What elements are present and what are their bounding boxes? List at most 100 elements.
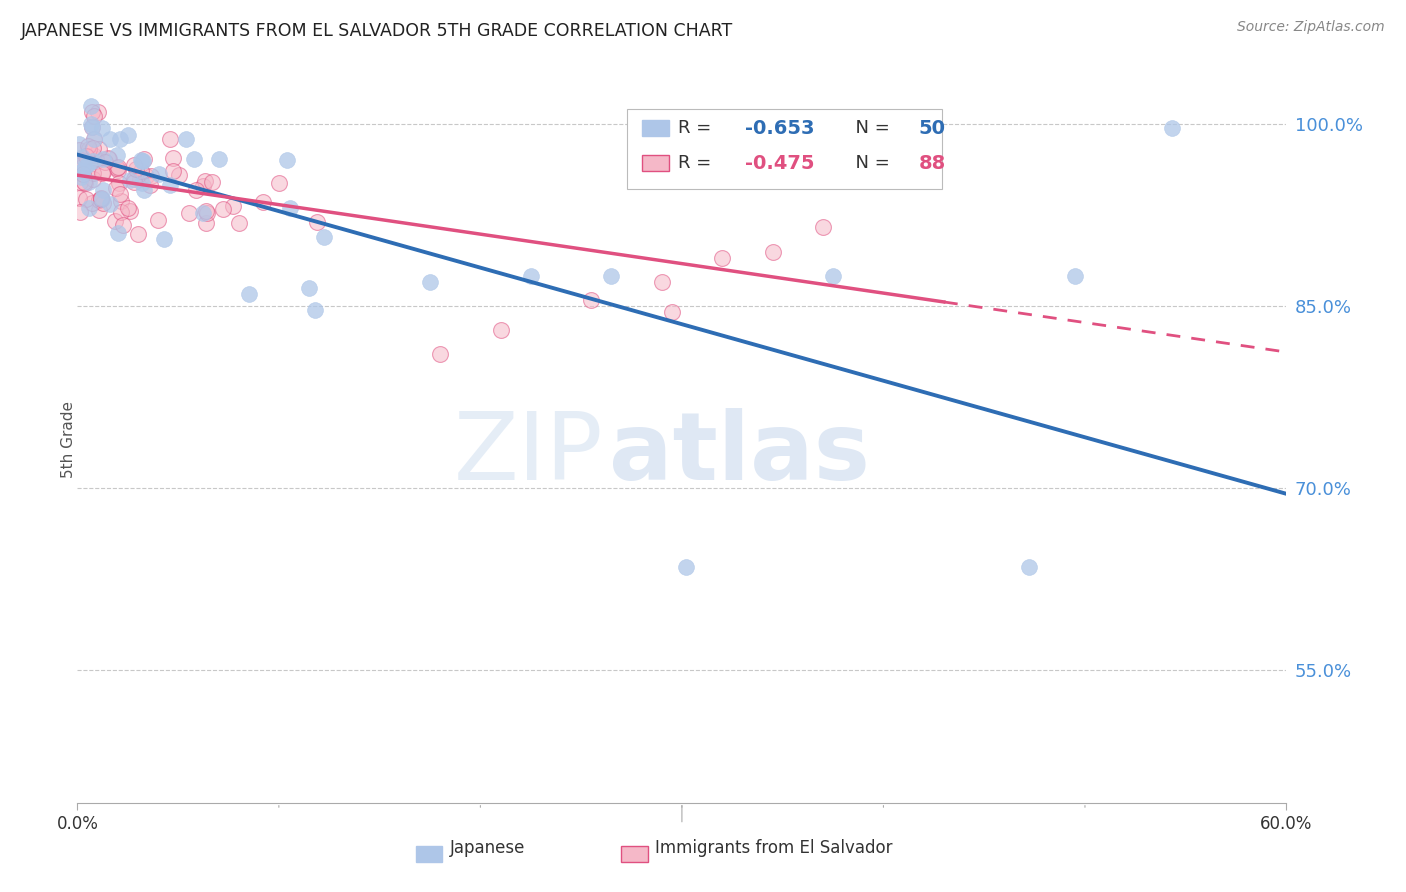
Point [70,150,93,164]
Point [105,181,128,195]
Point [129,171,152,186]
Point [107,176,129,190]
Point [661,305,683,319]
Point [1160,120,1182,135]
Point [129,163,152,178]
Point [651,275,673,289]
Point [110,132,132,146]
Point [104,214,127,228]
Point [87,203,110,218]
Point [110,205,132,219]
Text: atlas: atlas [609,408,870,500]
Point [193,206,215,220]
Point [97,152,120,166]
Point [105,161,128,175]
Point [132,153,155,168]
Point [208,152,231,166]
Point [139,178,162,192]
Point [131,176,153,190]
Point [112,218,135,232]
Point [520,268,543,283]
Point [91,152,114,166]
Point [127,227,149,241]
Point [298,281,321,295]
Point [132,153,155,167]
Point [122,172,145,186]
Point [159,178,181,192]
Point [91,164,114,178]
Point [132,183,155,197]
Point [711,251,734,265]
Point [110,194,132,208]
Point [90,192,112,206]
FancyBboxPatch shape [621,847,648,863]
Point [194,204,217,219]
Point [194,216,217,230]
Point [77,139,100,153]
Point [97,151,120,165]
Point [91,183,114,197]
Point [100,132,122,146]
Point [77,157,100,171]
Point [80,120,103,134]
Point [675,559,697,574]
Point [194,174,217,188]
FancyBboxPatch shape [643,155,669,171]
Point [82,172,104,186]
Point [125,161,148,176]
FancyBboxPatch shape [416,847,443,863]
Point [252,194,274,209]
Point [120,204,142,219]
Text: N =: N = [844,120,896,137]
Text: Japanese: Japanese [450,838,524,857]
Point [79,201,101,215]
Point [162,164,184,178]
Point [90,121,112,136]
Point [267,176,290,190]
Point [222,199,245,213]
Point [69,175,91,189]
Point [811,220,834,235]
Point [139,169,162,183]
Point [314,230,336,244]
Point [122,158,145,172]
Point [304,303,326,318]
Point [70,164,93,178]
Point [489,323,512,337]
Point [79,175,101,189]
Point [80,105,103,120]
Point [80,196,103,211]
Point [90,192,112,206]
Point [72,167,94,181]
Point [90,166,112,180]
Point [148,213,170,227]
Point [82,147,104,161]
Point [80,120,103,134]
Point [118,173,141,187]
Point [73,176,96,190]
Point [89,143,111,157]
Point [1018,559,1040,574]
Point [84,152,107,166]
Point [72,160,94,174]
Text: R =: R = [678,154,717,172]
Point [197,206,219,220]
Point [67,137,90,152]
Point [167,168,190,182]
Point [91,195,114,210]
Point [174,132,197,146]
Point [69,170,91,185]
Point [193,178,215,193]
Point [98,197,121,211]
Point [82,154,104,169]
Point [238,287,260,301]
Point [823,268,845,283]
Point [75,149,97,163]
Text: 88: 88 [920,153,946,172]
Point [228,215,250,229]
Point [600,268,623,283]
Point [90,192,112,206]
FancyBboxPatch shape [643,120,669,136]
Point [762,244,785,259]
Point [73,160,96,174]
